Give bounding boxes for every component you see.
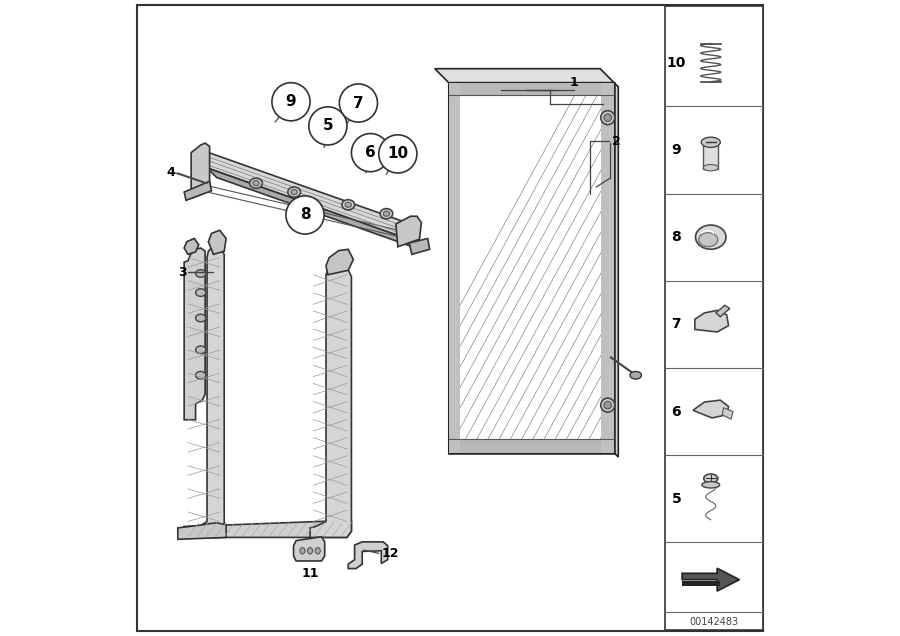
Polygon shape bbox=[207, 152, 412, 240]
Ellipse shape bbox=[195, 314, 206, 322]
Ellipse shape bbox=[253, 181, 259, 186]
Bar bbox=[665, 6, 763, 630]
Ellipse shape bbox=[308, 548, 312, 554]
Ellipse shape bbox=[630, 371, 642, 379]
Ellipse shape bbox=[604, 401, 611, 409]
Ellipse shape bbox=[383, 211, 390, 216]
Text: 4: 4 bbox=[166, 167, 176, 179]
Ellipse shape bbox=[291, 190, 297, 195]
Bar bbox=[682, 581, 720, 586]
Polygon shape bbox=[184, 238, 199, 254]
Bar bbox=[449, 83, 614, 453]
Text: 8: 8 bbox=[300, 207, 310, 223]
Text: 1: 1 bbox=[570, 76, 579, 89]
Polygon shape bbox=[722, 408, 733, 419]
Text: 6: 6 bbox=[671, 404, 681, 418]
Ellipse shape bbox=[249, 178, 263, 188]
Text: 2: 2 bbox=[612, 135, 621, 148]
Text: 8: 8 bbox=[671, 230, 681, 244]
Polygon shape bbox=[184, 247, 224, 537]
Text: 7: 7 bbox=[353, 95, 364, 111]
Circle shape bbox=[339, 84, 377, 122]
Polygon shape bbox=[326, 249, 354, 275]
Ellipse shape bbox=[342, 200, 355, 210]
Bar bbox=[601, 83, 614, 453]
Ellipse shape bbox=[704, 474, 718, 483]
Ellipse shape bbox=[600, 398, 615, 412]
Text: 5: 5 bbox=[322, 118, 333, 134]
Polygon shape bbox=[682, 568, 740, 591]
Bar bbox=[449, 83, 614, 453]
Polygon shape bbox=[614, 83, 618, 457]
Text: 00142483: 00142483 bbox=[689, 617, 739, 627]
Ellipse shape bbox=[600, 111, 615, 125]
Polygon shape bbox=[695, 310, 729, 332]
Polygon shape bbox=[184, 181, 212, 200]
Text: 9: 9 bbox=[671, 143, 681, 157]
Ellipse shape bbox=[701, 137, 720, 148]
Ellipse shape bbox=[195, 371, 206, 379]
Text: 7: 7 bbox=[671, 317, 681, 331]
Text: 10: 10 bbox=[667, 56, 686, 70]
Ellipse shape bbox=[703, 165, 718, 171]
Text: 3: 3 bbox=[178, 266, 186, 279]
Polygon shape bbox=[207, 168, 421, 250]
Text: 10: 10 bbox=[387, 146, 409, 162]
Ellipse shape bbox=[288, 187, 301, 197]
Ellipse shape bbox=[702, 481, 720, 488]
Polygon shape bbox=[184, 248, 205, 420]
Text: 9: 9 bbox=[285, 94, 296, 109]
Ellipse shape bbox=[604, 114, 611, 121]
Ellipse shape bbox=[195, 270, 206, 277]
Polygon shape bbox=[435, 69, 614, 83]
Bar bbox=[449, 83, 614, 95]
Ellipse shape bbox=[696, 225, 726, 249]
Text: 6: 6 bbox=[365, 145, 376, 160]
Ellipse shape bbox=[380, 209, 392, 219]
Ellipse shape bbox=[345, 202, 351, 207]
Circle shape bbox=[351, 134, 390, 172]
Polygon shape bbox=[348, 542, 388, 569]
Text: 5: 5 bbox=[671, 492, 681, 506]
Polygon shape bbox=[184, 520, 351, 537]
Ellipse shape bbox=[195, 289, 206, 296]
Polygon shape bbox=[716, 305, 730, 317]
Polygon shape bbox=[208, 230, 226, 254]
Bar bbox=[703, 144, 718, 169]
Polygon shape bbox=[310, 261, 351, 537]
Circle shape bbox=[309, 107, 347, 145]
Ellipse shape bbox=[300, 548, 305, 554]
Polygon shape bbox=[693, 400, 729, 418]
Text: 12: 12 bbox=[382, 547, 399, 560]
Polygon shape bbox=[396, 216, 421, 247]
Circle shape bbox=[379, 135, 417, 173]
Ellipse shape bbox=[195, 346, 206, 354]
Ellipse shape bbox=[698, 233, 718, 247]
Polygon shape bbox=[293, 537, 325, 561]
Polygon shape bbox=[178, 523, 226, 539]
Bar bbox=[449, 83, 460, 453]
Circle shape bbox=[272, 83, 310, 121]
Ellipse shape bbox=[315, 548, 320, 554]
Bar bbox=[449, 439, 614, 453]
Circle shape bbox=[286, 196, 324, 234]
Polygon shape bbox=[191, 143, 210, 198]
Polygon shape bbox=[410, 238, 429, 254]
Text: 11: 11 bbox=[302, 567, 319, 580]
